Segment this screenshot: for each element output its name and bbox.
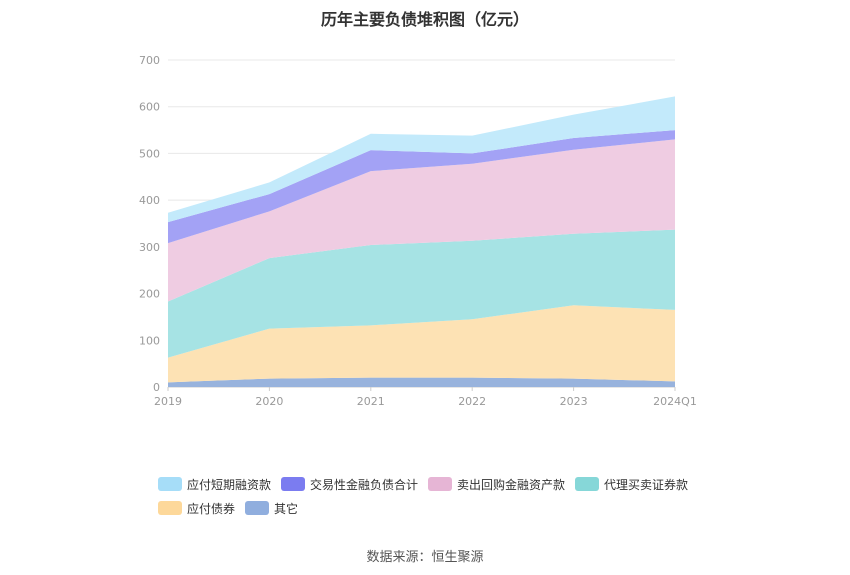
- legend-swatch: [245, 501, 270, 515]
- x-tick-label: 2021: [357, 395, 385, 408]
- series-area: [168, 229, 675, 358]
- legend-label: 应付短期融资款: [187, 477, 272, 492]
- data-source: 数据来源：恒生聚源: [366, 550, 484, 565]
- series-area: [168, 377, 675, 387]
- legend-label: 应付债券: [187, 501, 236, 516]
- legend-label: 其它: [274, 501, 299, 516]
- legend-item[interactable]: 其它: [245, 500, 298, 517]
- series-area: [168, 130, 675, 244]
- legend-label: 代理买卖证券款: [604, 477, 689, 492]
- legend-item[interactable]: 应付短期融资款: [158, 476, 271, 493]
- legend-swatch: [428, 477, 453, 491]
- legend-label: 交易性金融负债合计: [310, 477, 419, 492]
- series-area: [168, 96, 675, 223]
- legend-item[interactable]: 代理买卖证券款: [575, 476, 688, 493]
- y-tick-label: 600: [139, 101, 160, 114]
- stacked-area-chart: 0 100 200 300 400 500 600 700 2019 2020 2021 2022 20…: [139, 54, 697, 408]
- y-tick-label: 400: [139, 194, 160, 207]
- y-tick-label: 500: [139, 147, 160, 160]
- legend-item[interactable]: 应付债券: [158, 500, 235, 517]
- chart-title: 历年主要负债堆积图（亿元）: [320, 10, 529, 29]
- series-area: [168, 139, 675, 302]
- legend-swatch: [281, 477, 306, 491]
- legend: 应付短期融资款 交易性金融负债合计 卖出回购金融资产款 代理买卖证券款 应付债券…: [158, 472, 738, 520]
- legend-item[interactable]: 卖出回购金融资产款: [428, 476, 565, 493]
- x-tick-label: 2019: [154, 395, 182, 408]
- legend-swatch: [158, 477, 182, 491]
- legend-label: 卖出回购金融资产款: [457, 477, 566, 492]
- y-tick-label: 300: [139, 241, 160, 254]
- y-tick-label: 700: [139, 54, 160, 67]
- legend-item[interactable]: 交易性金融负债合计: [281, 476, 418, 493]
- x-tick-label: 2020: [255, 395, 283, 408]
- legend-swatch: [575, 477, 600, 491]
- x-tick-label: 2024Q1: [653, 395, 697, 408]
- x-tick-label: 2023: [560, 395, 588, 408]
- y-tick-label: 200: [139, 288, 160, 301]
- legend-swatch: [158, 501, 182, 515]
- series-area: [168, 305, 675, 383]
- x-tick-label: 2022: [458, 395, 486, 408]
- y-tick-label: 100: [139, 334, 160, 347]
- y-tick-label: 0: [153, 381, 160, 394]
